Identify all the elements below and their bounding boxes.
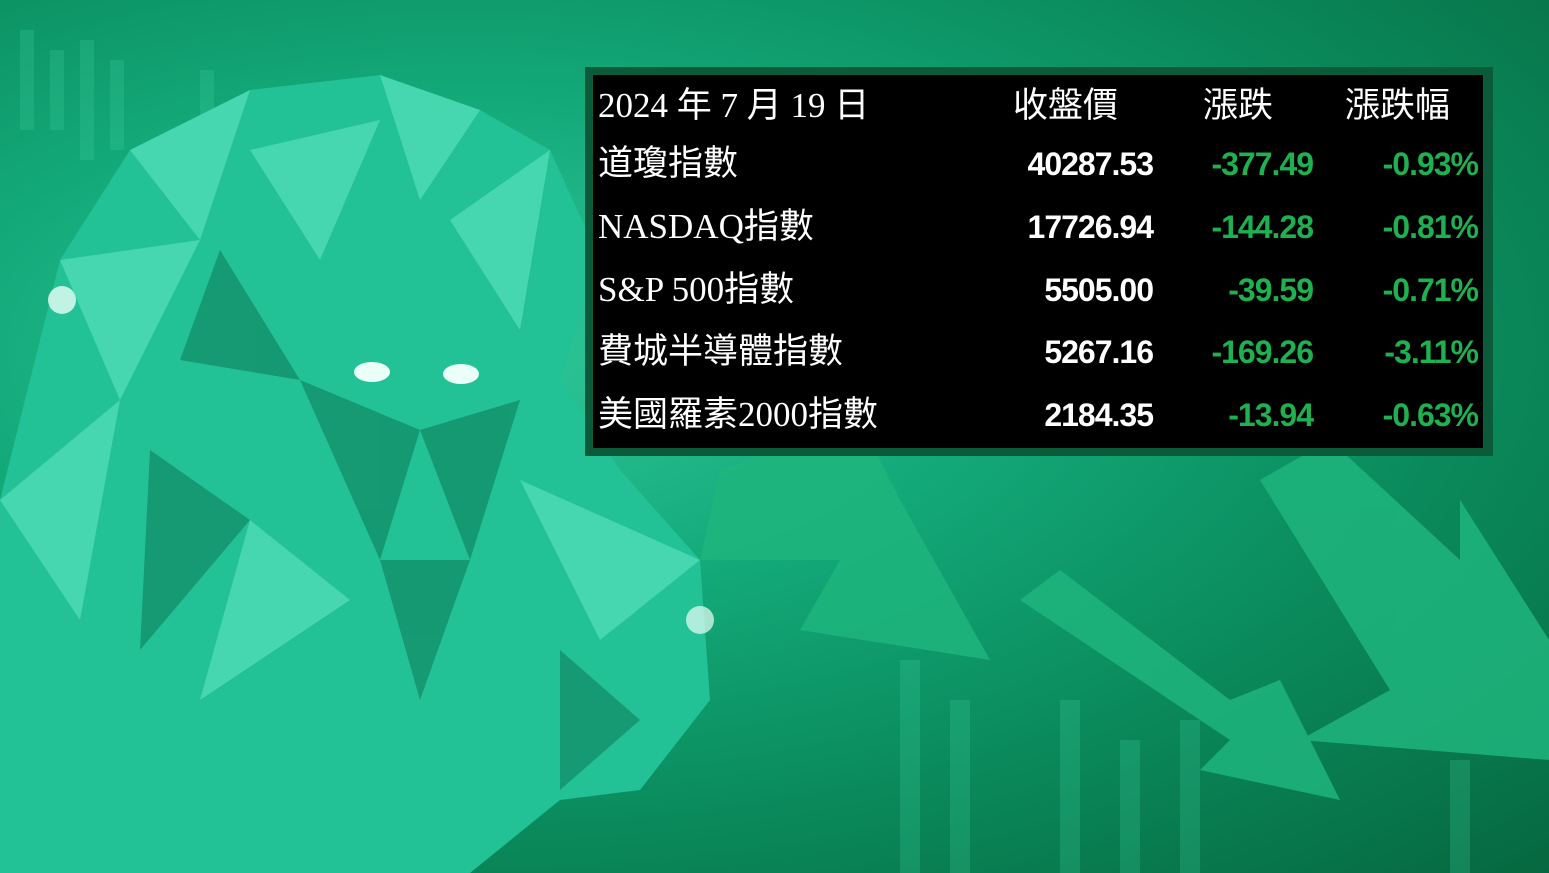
change-value: -169.26 <box>1211 334 1314 370</box>
bear-icon <box>0 75 714 873</box>
close-value: 40287.53 <box>1027 146 1154 182</box>
close-value: 17726.94 <box>1027 209 1154 245</box>
change-value: -377.49 <box>1211 146 1314 182</box>
close-header: 收盤價 <box>1013 86 1119 125</box>
table-header: 2024 年 7 月 19 日 收盤價 漲跌 漲跌幅 <box>593 75 1483 137</box>
change-pct-value: -0.71% <box>1382 272 1479 308</box>
index-name: S&P 500指數 <box>598 270 795 309</box>
change-value: -13.94 <box>1228 397 1314 433</box>
change-pct-value: -0.81% <box>1382 209 1479 245</box>
change-header: 漲跌 <box>1203 86 1274 125</box>
table-row: S&P 500指數 5505.00 -39.59 -0.71% <box>593 259 1483 321</box>
table-row: 費城半導體指數 5267.16 -169.26 -3.11% <box>593 321 1483 383</box>
change-value: -39.59 <box>1228 272 1314 308</box>
table-row: NASDAQ指數 17726.94 -144.28 -0.81% <box>593 196 1483 258</box>
index-table: 2024 年 7 月 19 日 收盤價 漲跌 漲跌幅 道瓊指數 40287.53… <box>593 75 1483 448</box>
index-name: 費城半導體指數 <box>598 332 844 371</box>
table-row: 道瓊指數 40287.53 -377.49 -0.93% <box>593 133 1483 195</box>
change-pct-value: -0.63% <box>1382 397 1479 433</box>
index-name: 美國羅素2000指數 <box>598 395 879 434</box>
change-pct-header: 漲跌幅 <box>1345 86 1451 125</box>
bear-left-eye <box>354 362 390 382</box>
bear-right-eye <box>443 364 479 384</box>
close-value: 5267.16 <box>1044 334 1154 370</box>
date-header: 2024 年 7 月 19 日 <box>598 86 870 125</box>
index-name: 道瓊指數 <box>598 144 739 183</box>
change-pct-value: -0.93% <box>1382 146 1479 182</box>
down-arrow-decoration <box>700 420 1549 800</box>
table-row: 美國羅素2000指數 2184.35 -13.94 -0.63% <box>593 384 1483 446</box>
change-pct-value: -3.11% <box>1384 334 1479 370</box>
close-value: 5505.00 <box>1044 272 1154 308</box>
change-value: -144.28 <box>1211 209 1314 245</box>
close-value: 2184.35 <box>1044 397 1154 433</box>
index-name: NASDAQ指數 <box>598 207 814 246</box>
